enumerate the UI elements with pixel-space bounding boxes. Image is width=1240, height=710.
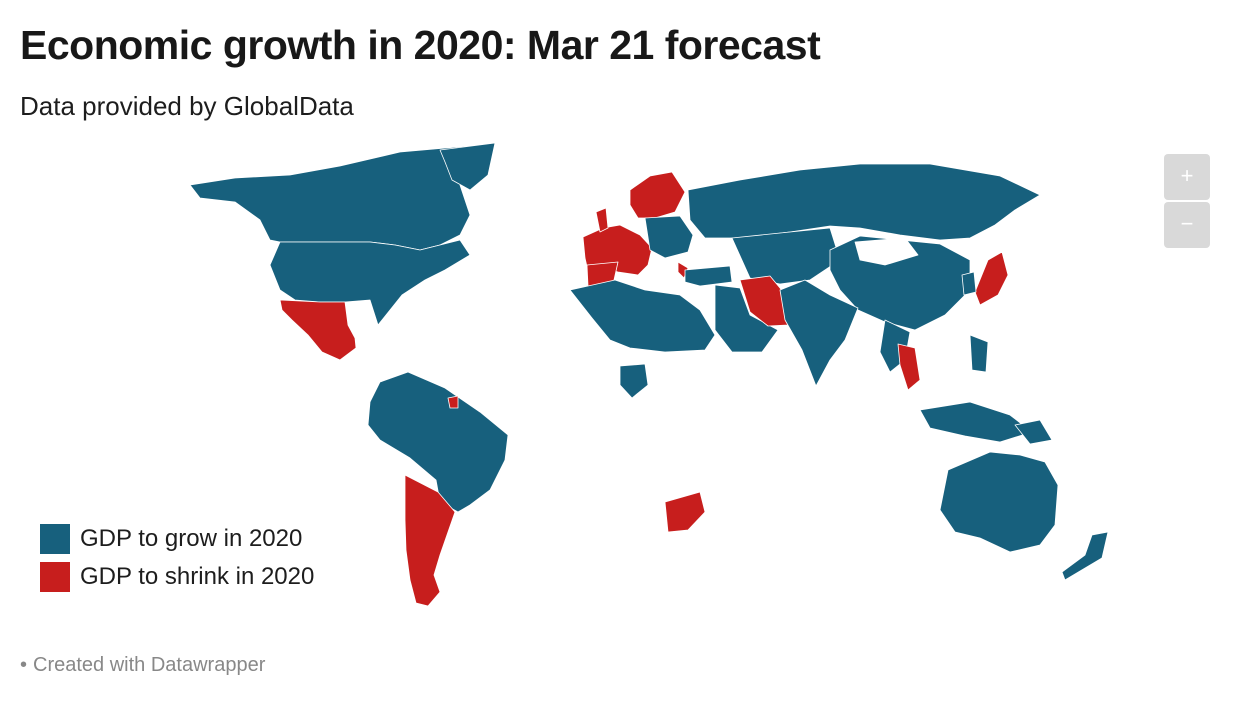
- region-greenland: [439, 142, 496, 191]
- zoom-controls: + −: [1164, 154, 1210, 250]
- region-central-asia: [731, 227, 841, 285]
- region-new-zealand: [1061, 531, 1109, 581]
- region-north-africa: [569, 279, 716, 353]
- region-thailand: [897, 343, 921, 391]
- legend-swatch-grow: [40, 524, 70, 554]
- region-australia: [939, 451, 1059, 553]
- region-south-america-north: [367, 371, 509, 513]
- region-guyana: [447, 395, 459, 409]
- footer-bullet: •: [20, 654, 28, 676]
- region-mexico: [279, 299, 357, 361]
- region-eastern-europe: [644, 215, 694, 259]
- region-uk: [595, 207, 609, 233]
- region-south-asia: [779, 279, 859, 387]
- region-south-africa: [664, 491, 706, 533]
- region-mongolia: [854, 237, 919, 266]
- map-subtitle: Data provided by GlobalData: [20, 91, 354, 121]
- legend-label-grow: GDP to grow in 2020: [80, 525, 303, 552]
- region-png: [1014, 419, 1053, 445]
- region-argentina-chile: [404, 474, 456, 607]
- region-turkey: [684, 265, 733, 287]
- legend-item-grow: GDP to grow in 2020: [40, 520, 314, 558]
- world-map[interactable]: [140, 140, 1120, 610]
- zoom-out-button[interactable]: −: [1164, 202, 1210, 248]
- region-japan: [974, 251, 1009, 306]
- region-korea: [961, 271, 977, 296]
- region-philippines: [969, 334, 989, 373]
- region-canada-alaska: [189, 144, 486, 251]
- datawrapper-credit-link[interactable]: Created with Datawrapper: [33, 654, 266, 676]
- legend-label-shrink: GDP to shrink in 2020: [80, 563, 315, 590]
- region-indonesia: [919, 401, 1033, 443]
- footer-credit: • Created with Datawrapper: [20, 654, 265, 677]
- legend-swatch-shrink: [40, 562, 70, 592]
- region-nigeria: [619, 363, 649, 399]
- zoom-in-button[interactable]: +: [1164, 154, 1210, 200]
- region-scandinavia: [629, 171, 686, 219]
- map-legend: GDP to grow in 2020 GDP to shrink in 202…: [40, 520, 314, 596]
- legend-item-shrink: GDP to shrink in 2020: [40, 558, 314, 596]
- region-middle-east: [714, 284, 779, 353]
- region-russia: [687, 163, 1041, 241]
- region-usa: [269, 239, 471, 326]
- map-title: Economic growth in 2020: Mar 21 forecast: [20, 22, 821, 68]
